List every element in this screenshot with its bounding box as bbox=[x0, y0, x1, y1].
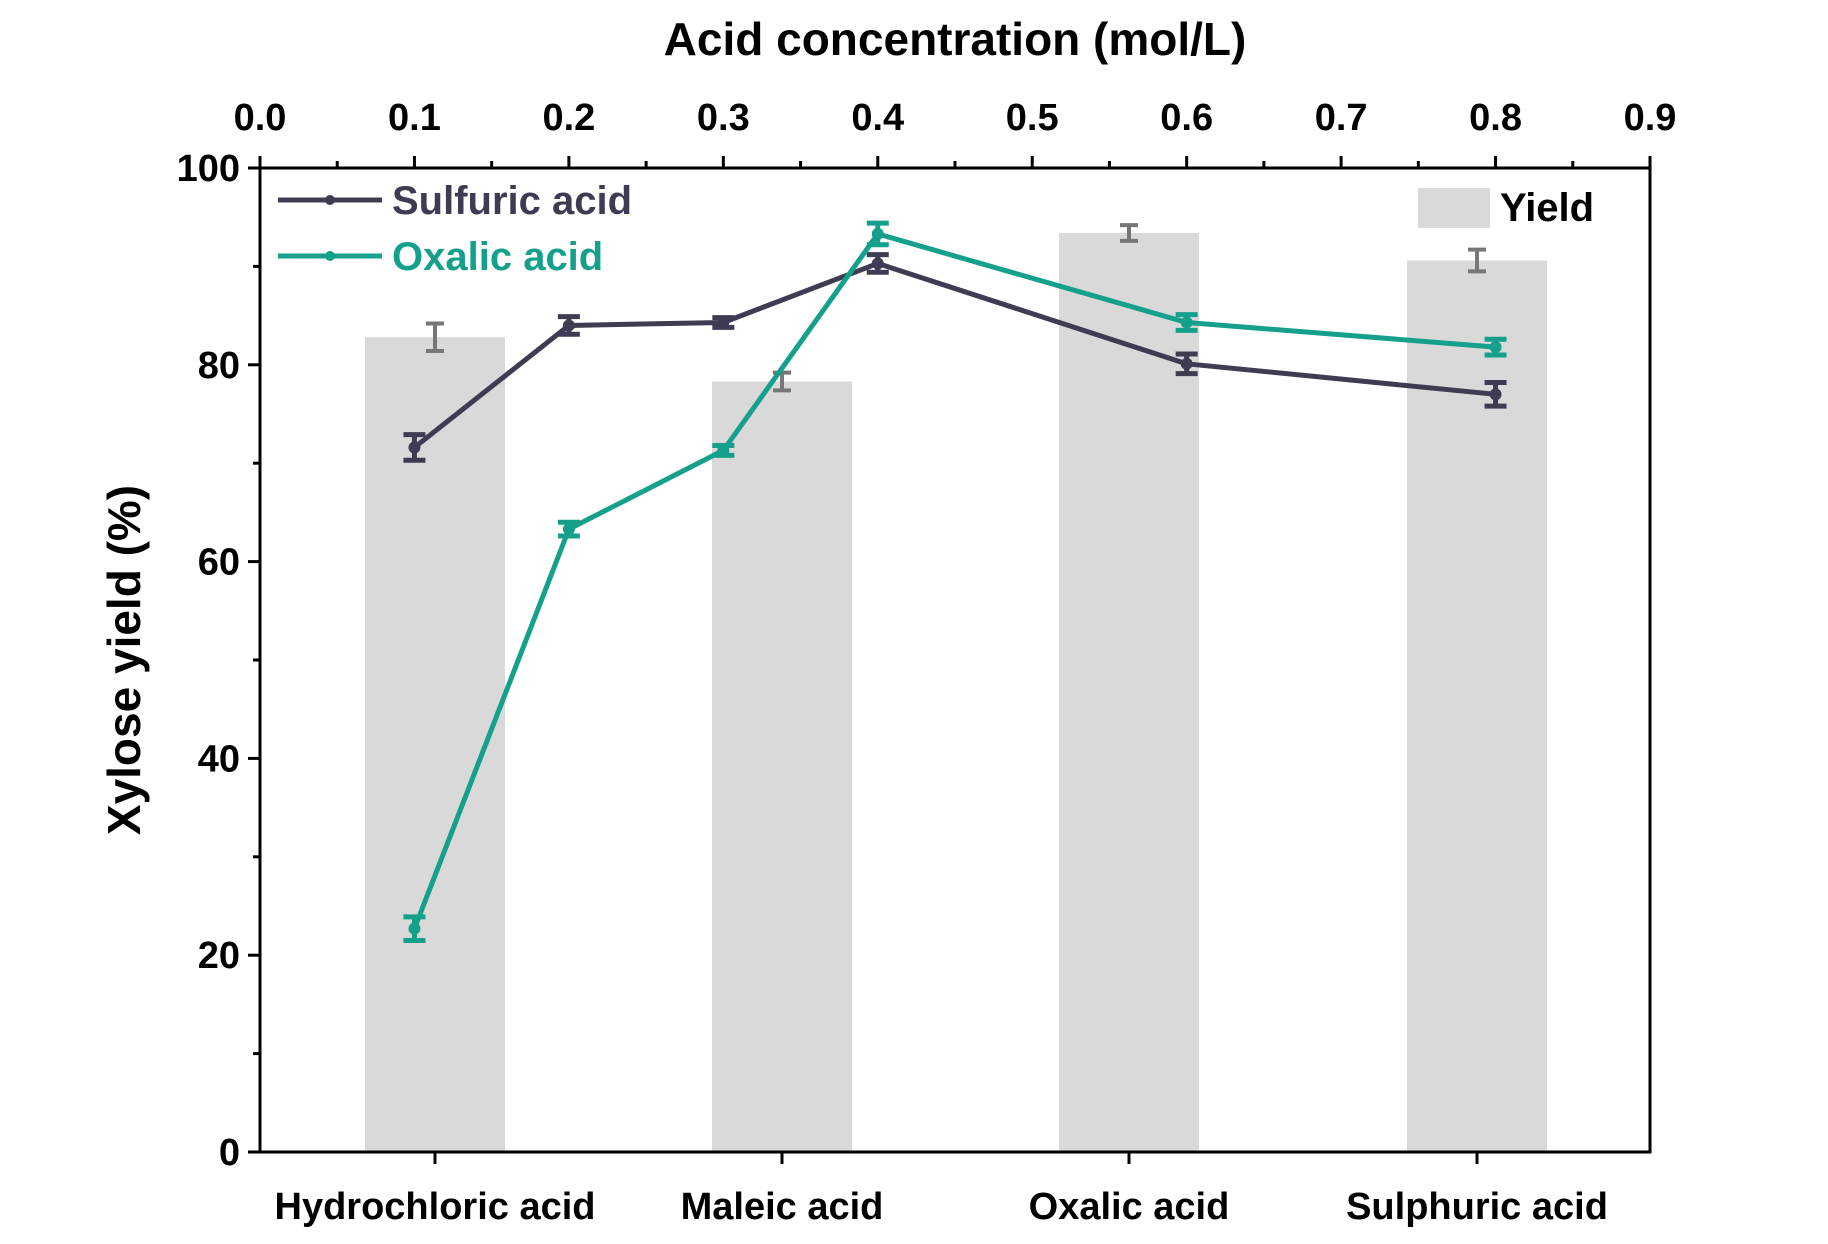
point-oxalic-acid-4 bbox=[871, 227, 884, 240]
axes-layer: 0 20 40 60 80 100 0.0 0.1 0.2 0.3 0.4 0.5 0.6 0.7 0.8 0… bbox=[98, 13, 1676, 1228]
legend-label-yield: Yield bbox=[1500, 186, 1594, 230]
legend-label-oxalic-acid: Oxalic acid bbox=[392, 235, 603, 279]
top-tick-label-0.4: 0.4 bbox=[851, 97, 904, 139]
top-tick-label-0.7: 0.7 bbox=[1315, 97, 1368, 139]
legend-item-oxalic-acid: Oxalic acid bbox=[278, 235, 603, 279]
top-axis-title: Acid concentration (mol/L) bbox=[664, 13, 1247, 65]
point-sulfuric-acid-4 bbox=[871, 257, 884, 270]
point-sulfuric-acid-6 bbox=[1489, 388, 1502, 401]
legend-swatch-marker-sulfuric-acid bbox=[325, 195, 335, 205]
y-tick-label-80: 80 bbox=[198, 345, 240, 387]
top-tick-label-0.2: 0.2 bbox=[542, 97, 595, 139]
line-oxalic-acid bbox=[412, 231, 1496, 930]
bar-error-1 bbox=[426, 321, 444, 354]
bar-2 bbox=[712, 381, 852, 1152]
top-tick-label-0.9: 0.9 bbox=[1624, 97, 1677, 139]
point-oxalic-acid-2 bbox=[562, 523, 575, 536]
y-tick-label-100: 100 bbox=[177, 148, 240, 190]
top-tick-label-0.8: 0.8 bbox=[1469, 97, 1522, 139]
legend-swatch-bar bbox=[1418, 188, 1490, 228]
legend-item-yield: Yield bbox=[1418, 186, 1594, 230]
y-tick-label-60: 60 bbox=[198, 542, 240, 584]
bars-layer bbox=[365, 223, 1547, 1153]
bar-1 bbox=[365, 337, 505, 1152]
point-oxalic-acid-1 bbox=[408, 922, 421, 935]
bar-error-3 bbox=[1120, 223, 1138, 243]
bottom-tick-label-maleic-acid: Maleic acid bbox=[681, 1186, 884, 1228]
top-tick-label-0.1: 0.1 bbox=[388, 97, 441, 139]
top-tick-label-0.5: 0.5 bbox=[1006, 97, 1059, 139]
bar-error-4 bbox=[1468, 247, 1486, 274]
y-axis-title: Xylose yield (%) bbox=[98, 485, 150, 835]
legend-label-sulfuric-acid: Sulfuric acid bbox=[392, 179, 632, 223]
legend-item-sulfuric-acid: Sulfuric acid bbox=[278, 179, 632, 223]
legend-swatch-marker-oxalic-acid bbox=[325, 251, 335, 261]
point-sulfuric-acid-3 bbox=[717, 316, 730, 329]
y-tick-label-0: 0 bbox=[219, 1132, 240, 1174]
y-tick-label-20: 20 bbox=[198, 935, 240, 977]
point-oxalic-acid-6 bbox=[1489, 341, 1502, 354]
bottom-tick-label-oxalic-acid: Oxalic acid bbox=[1029, 1186, 1230, 1228]
top-tick-label-0.0: 0.0 bbox=[234, 97, 287, 139]
top-tick-label-0.3: 0.3 bbox=[697, 97, 750, 139]
bottom-tick-label-hydrochloric-acid: Hydrochloric acid bbox=[275, 1186, 596, 1228]
point-sulfuric-acid-5 bbox=[1180, 357, 1193, 370]
point-oxalic-acid-5 bbox=[1180, 316, 1193, 329]
bar-3 bbox=[1059, 232, 1199, 1153]
point-oxalic-acid-3 bbox=[717, 444, 730, 457]
top-tick-label-0.6: 0.6 bbox=[1160, 97, 1213, 139]
lines-layer bbox=[403, 220, 1507, 943]
point-sulfuric-acid-2 bbox=[562, 319, 575, 332]
bar-4 bbox=[1407, 260, 1547, 1153]
point-sulfuric-acid-1 bbox=[408, 441, 421, 454]
line-sulfuric-acid bbox=[412, 260, 1496, 450]
y-tick-label-40: 40 bbox=[198, 738, 240, 780]
bottom-tick-label-sulphuric-acid: Sulphuric acid bbox=[1346, 1186, 1608, 1228]
legend: Sulfuric acid Oxalic acid Yield bbox=[278, 179, 1594, 279]
